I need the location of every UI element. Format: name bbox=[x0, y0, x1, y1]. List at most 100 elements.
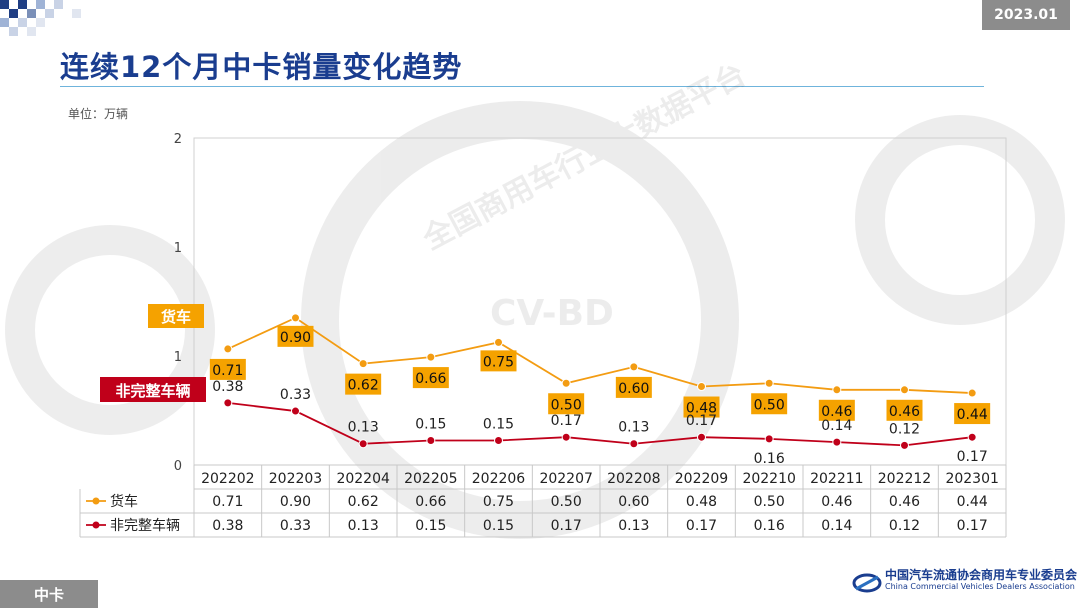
y-tick-label: 1 bbox=[174, 241, 182, 256]
truck-data-label-box bbox=[412, 367, 449, 389]
y-tick-label: 1 bbox=[174, 350, 182, 365]
incomplete-series-point bbox=[291, 406, 300, 416]
incomplete-series-point bbox=[967, 432, 977, 442]
incomplete-table-cell: 0.13 bbox=[348, 518, 379, 534]
truck-data-label: 0.46 bbox=[821, 404, 852, 420]
truck-data-label: 0.75 bbox=[483, 354, 514, 370]
chart: 全国商用车行业大数据平台 CV-BD 0 1 1 2 0.71 0.90 0.62 0.66… bbox=[5, 57, 1065, 539]
truck-data-label: 0.46 bbox=[889, 404, 920, 420]
incomplete-series-point bbox=[832, 437, 842, 447]
org-name-cn: 中国汽车流通协会商用车专业委员会 bbox=[885, 568, 1078, 582]
truck-data-label-box bbox=[548, 393, 585, 415]
truck-series-point bbox=[764, 378, 774, 388]
incomplete-data-label: 0.38 bbox=[212, 379, 243, 395]
y-tick-label: 2 bbox=[174, 132, 182, 147]
truck-data-label: 0.50 bbox=[551, 397, 582, 413]
incomplete-data-label: 0.16 bbox=[754, 451, 785, 467]
truck-table-cell: 0.71 bbox=[212, 494, 243, 510]
truck-data-label-box bbox=[615, 376, 652, 398]
truck-data-label-box bbox=[277, 325, 314, 347]
x-tick-label: 202210 bbox=[742, 471, 795, 487]
truck-table-cell: 0.46 bbox=[821, 494, 852, 510]
incomplete-table-cell: 0.15 bbox=[483, 518, 514, 534]
truck-data-label-box bbox=[480, 350, 517, 372]
truck-table-cell: 0.44 bbox=[957, 494, 988, 510]
truck-data-label-box bbox=[886, 399, 923, 421]
date-badge: 2023.01 bbox=[982, 0, 1070, 30]
incomplete-series-point bbox=[358, 439, 368, 449]
incomplete-series-point bbox=[697, 432, 706, 442]
truck-data-label: 0.71 bbox=[212, 363, 243, 379]
section-tag: 中卡 bbox=[0, 580, 98, 608]
truck-data-label: 0.66 bbox=[415, 371, 446, 387]
truck-series-point bbox=[358, 359, 368, 369]
incomplete-data-label: 0.17 bbox=[957, 449, 988, 465]
truck-legend-label: 货车 bbox=[110, 493, 138, 510]
truck-legend-marker bbox=[92, 497, 100, 505]
truck-series-point bbox=[561, 378, 571, 388]
incomplete-series-tag-label: 非完整车辆 bbox=[115, 382, 190, 400]
incomplete-legend-marker bbox=[92, 521, 100, 529]
incomplete-table-cell: 0.17 bbox=[686, 518, 717, 534]
x-tick-label: 202204 bbox=[336, 471, 390, 487]
unit-label: 单位：万辆 bbox=[68, 107, 129, 121]
truck-series-point bbox=[900, 385, 909, 395]
incomplete-data-label: 0.33 bbox=[280, 387, 311, 403]
incomplete-table-cell: 0.16 bbox=[754, 518, 785, 534]
x-tick-label: 202211 bbox=[810, 471, 863, 487]
truck-data-label: 0.48 bbox=[686, 401, 717, 417]
y-tick-label: 0 bbox=[174, 459, 182, 474]
corner-checker-decoration bbox=[0, 0, 81, 36]
x-tick-label: 202212 bbox=[878, 471, 931, 487]
truck-table-cell: 0.46 bbox=[889, 494, 920, 510]
truck-data-label: 0.62 bbox=[348, 378, 379, 394]
truck-series-point bbox=[832, 385, 842, 395]
incomplete-legend-label: 非完整车辆 bbox=[110, 517, 180, 534]
incomplete-series-point bbox=[629, 439, 639, 449]
truck-data-label: 0.50 bbox=[754, 397, 785, 413]
truck-table-cell: 0.50 bbox=[551, 494, 582, 510]
incomplete-table-cell: 0.15 bbox=[415, 518, 446, 534]
incomplete-series-point bbox=[494, 435, 503, 445]
truck-table-cell: 0.66 bbox=[415, 494, 446, 510]
truck-series-line bbox=[227, 316, 973, 394]
truck-series-point bbox=[426, 352, 436, 362]
incomplete-series-point bbox=[426, 435, 436, 445]
truck-data-label-box bbox=[683, 396, 720, 418]
incomplete-table-cell: 0.12 bbox=[889, 518, 920, 534]
truck-data-label-box bbox=[209, 358, 246, 380]
truck-data-label-box bbox=[751, 393, 788, 415]
watermark: 全国商用车行业大数据平台 CV-BD bbox=[5, 57, 1065, 539]
x-tick-label: 202209 bbox=[675, 471, 728, 487]
incomplete-table-cell: 0.38 bbox=[212, 518, 243, 534]
incomplete-data-label: 0.13 bbox=[618, 420, 649, 436]
truck-table-cell: 0.75 bbox=[483, 494, 514, 510]
incomplete-series-point bbox=[561, 432, 571, 442]
incomplete-data-label: 0.15 bbox=[415, 416, 446, 432]
incomplete-data-label: 0.15 bbox=[483, 416, 514, 432]
incomplete-data-label: 0.14 bbox=[821, 418, 852, 434]
incomplete-table-cell: 0.13 bbox=[618, 518, 649, 534]
truck-table-cell: 0.48 bbox=[686, 494, 717, 510]
org-name-en: China Commercial Vehicles Dealers Associ… bbox=[885, 582, 1075, 591]
incomplete-table-cell: 0.17 bbox=[957, 518, 988, 534]
incomplete-series-point bbox=[764, 434, 774, 444]
association-logo-icon bbox=[852, 573, 882, 593]
incomplete-table-cell: 0.17 bbox=[551, 518, 582, 534]
incomplete-data-label: 0.17 bbox=[686, 413, 717, 429]
x-tick-label: 202301 bbox=[945, 471, 998, 487]
x-tick-label: 202205 bbox=[404, 471, 457, 487]
truck-table-cell: 0.90 bbox=[280, 494, 311, 510]
truck-data-label-box bbox=[818, 399, 855, 421]
truck-data-label-box bbox=[954, 403, 991, 425]
incomplete-series-line bbox=[227, 401, 973, 447]
truck-series-point bbox=[967, 388, 977, 398]
x-tick-label: 202203 bbox=[269, 471, 322, 487]
truck-data-label-box bbox=[345, 373, 382, 395]
truck-table-cell: 0.50 bbox=[754, 494, 785, 510]
incomplete-data-label: 0.12 bbox=[889, 421, 920, 437]
incomplete-series-point bbox=[223, 398, 233, 408]
x-tick-label: 202206 bbox=[472, 471, 526, 487]
truck-table-cell: 0.62 bbox=[348, 494, 379, 510]
incomplete-series-point bbox=[900, 440, 909, 450]
